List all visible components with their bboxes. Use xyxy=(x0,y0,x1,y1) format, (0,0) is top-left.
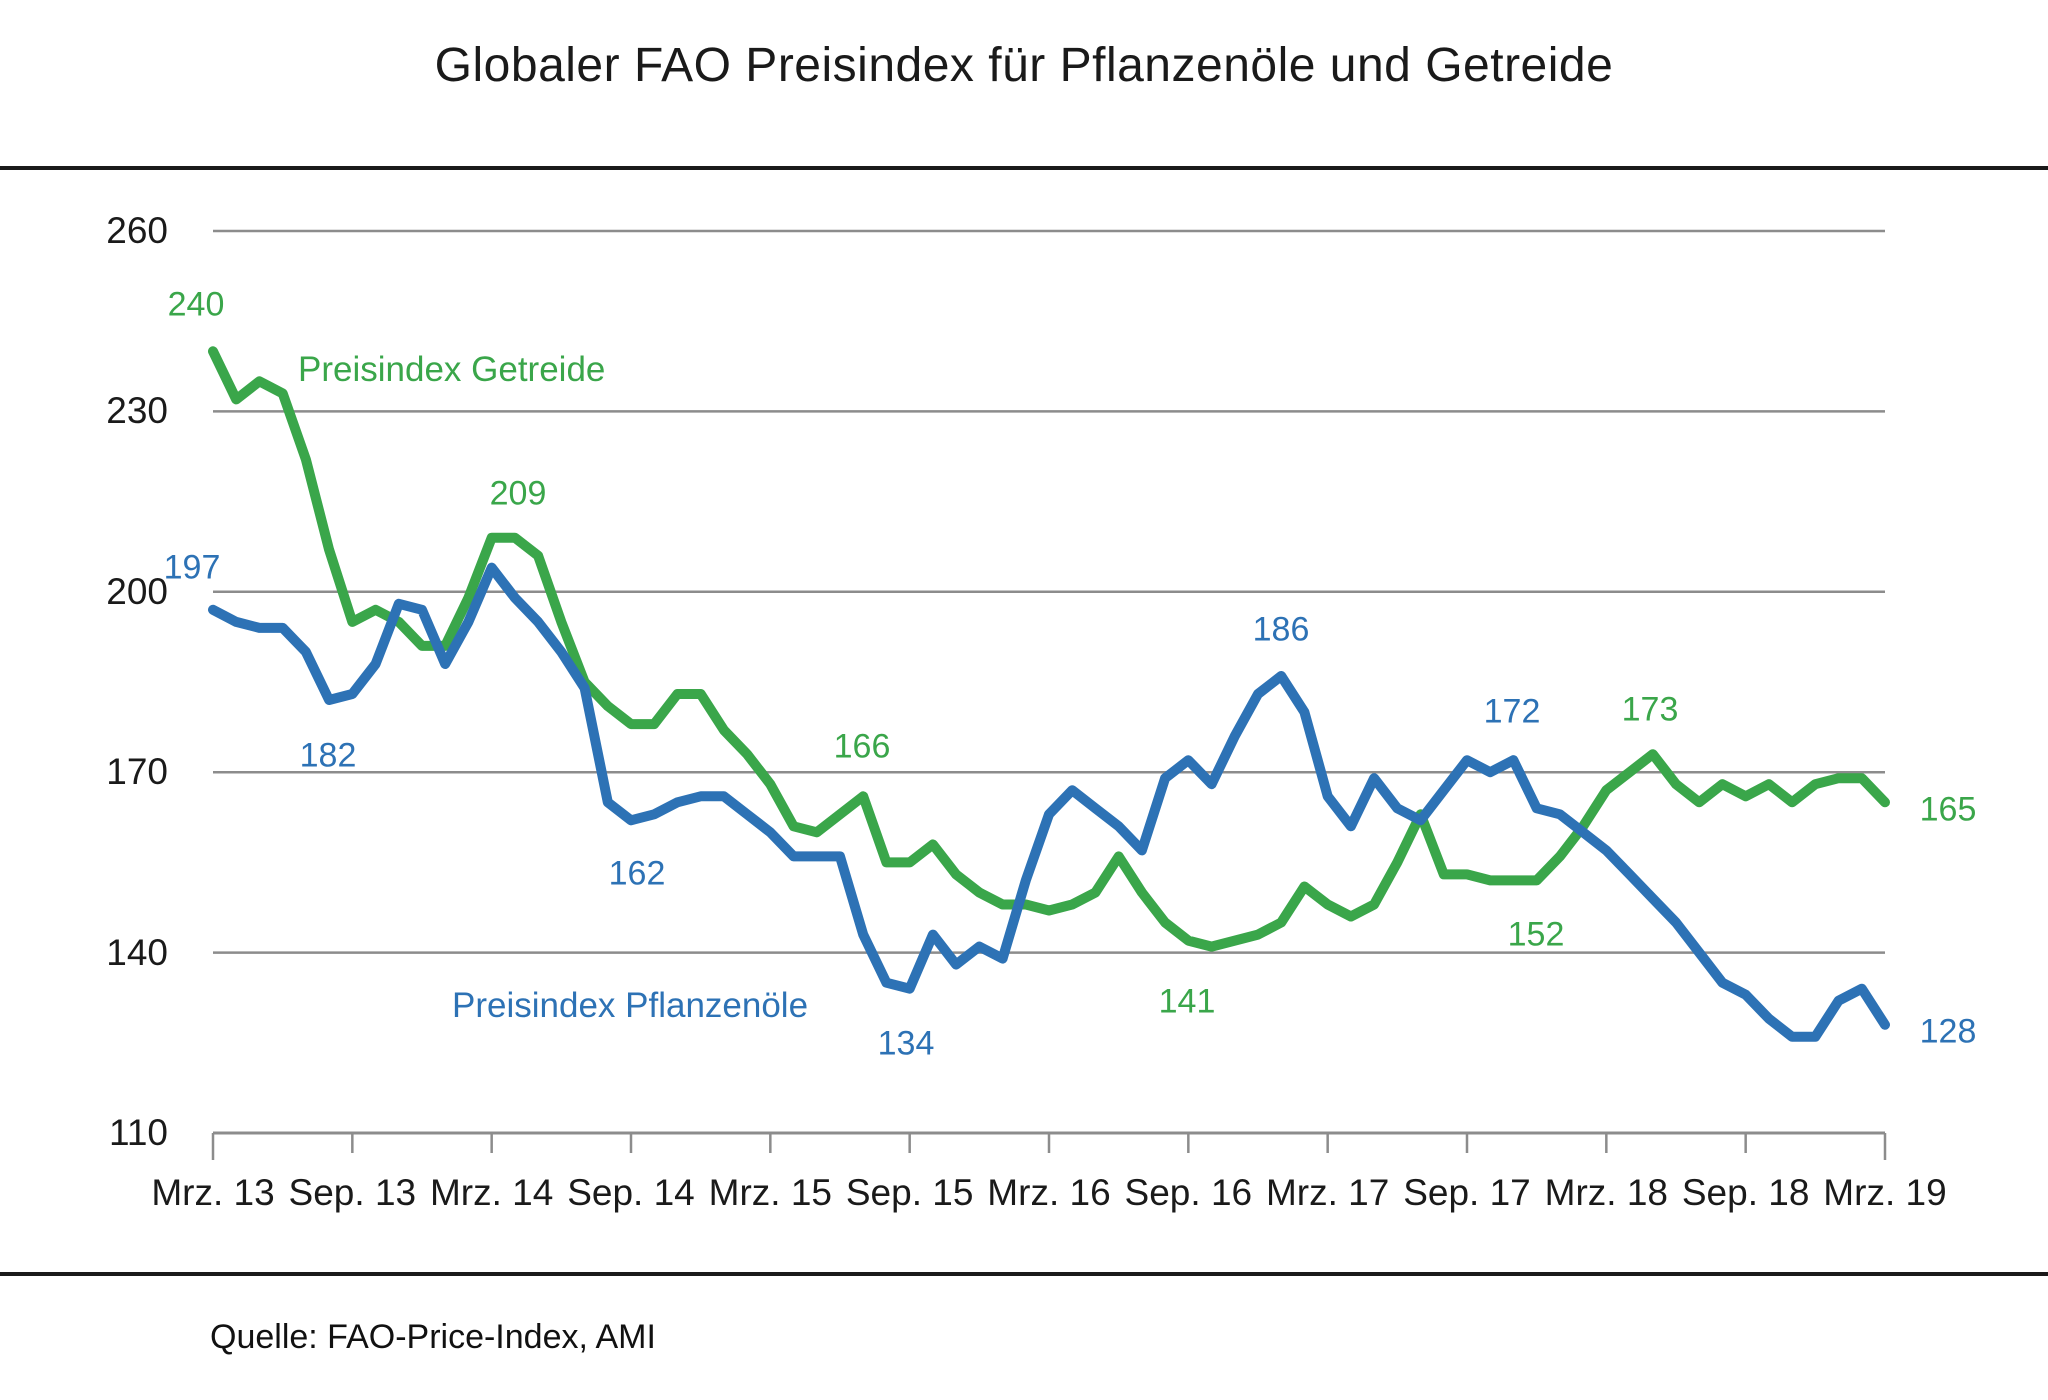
value-label-getreide-209: 209 xyxy=(489,474,547,513)
y-axis-label-170: 170 xyxy=(106,751,168,793)
x-axis-label-Mrz-19: Mrz. 19 xyxy=(1823,1172,1947,1213)
legend-getreide-label: Preisindex Getreide xyxy=(298,350,606,389)
value-label-pflanzenoele-128: 128 xyxy=(1919,1012,1977,1051)
series-line-getreide xyxy=(208,346,1890,952)
value-label-getreide-141: 141 xyxy=(1158,982,1216,1021)
x-axis-label-Sep-16: Sep. 16 xyxy=(1124,1172,1253,1213)
value-label-pflanzenoele-197: 197 xyxy=(163,548,221,587)
value-label-getreide-166: 166 xyxy=(833,727,891,766)
source-attribution: Quelle: FAO-Price-Index, AMI xyxy=(210,1318,656,1356)
top-divider-line xyxy=(0,166,2048,170)
bottom-divider-line xyxy=(0,1272,2048,1276)
value-label-getreide-152: 152 xyxy=(1507,915,1565,954)
x-axis-label-Sep-18: Sep. 18 xyxy=(1681,1172,1810,1213)
x-axis-label-Sep-17: Sep. 17 xyxy=(1403,1172,1531,1213)
y-axis-label-260: 260 xyxy=(106,210,168,251)
value-label-pflanzenoele-186: 186 xyxy=(1252,610,1310,649)
value-label-getreide-165: 165 xyxy=(1919,790,1977,829)
y-axis-label-200: 200 xyxy=(106,570,168,612)
x-axis-label-Mrz-13: Mrz. 13 xyxy=(151,1172,275,1213)
y-axis-label-140: 140 xyxy=(106,931,168,973)
legend-pflanzenoele-label: Preisindex Pflanzenöle xyxy=(452,986,809,1025)
x-axis-label-Mrz-17: Mrz. 17 xyxy=(1265,1172,1390,1213)
value-label-pflanzenoele-162: 162 xyxy=(608,854,666,893)
x-axis-label-Mrz-16: Mrz. 16 xyxy=(987,1172,1111,1213)
y-axis-label-110: 110 xyxy=(109,1111,168,1153)
value-label-getreide-173: 173 xyxy=(1621,690,1679,729)
series-line-pflanzenoele xyxy=(208,562,1890,1042)
value-label-pflanzenoele-172: 172 xyxy=(1483,692,1541,731)
value-label-pflanzenoele-182: 182 xyxy=(299,736,357,775)
y-axis-label-230: 230 xyxy=(106,390,168,432)
x-axis-label-Sep-15: Sep. 15 xyxy=(845,1172,974,1213)
x-axis-label-Sep-13: Sep. 13 xyxy=(288,1172,417,1213)
x-axis-label-Mrz-14: Mrz. 14 xyxy=(429,1172,554,1213)
x-axis-label-Sep-14: Sep. 14 xyxy=(567,1172,695,1213)
page-title: Globaler FAO Preisindex für Pflanzenöle … xyxy=(434,39,1614,92)
x-axis-label-Mrz-15: Mrz. 15 xyxy=(708,1172,833,1213)
x-axis-label-Mrz-18: Mrz. 18 xyxy=(1544,1172,1669,1213)
value-label-getreide-240: 240 xyxy=(167,285,225,324)
value-label-pflanzenoele-134: 134 xyxy=(877,1024,935,1063)
